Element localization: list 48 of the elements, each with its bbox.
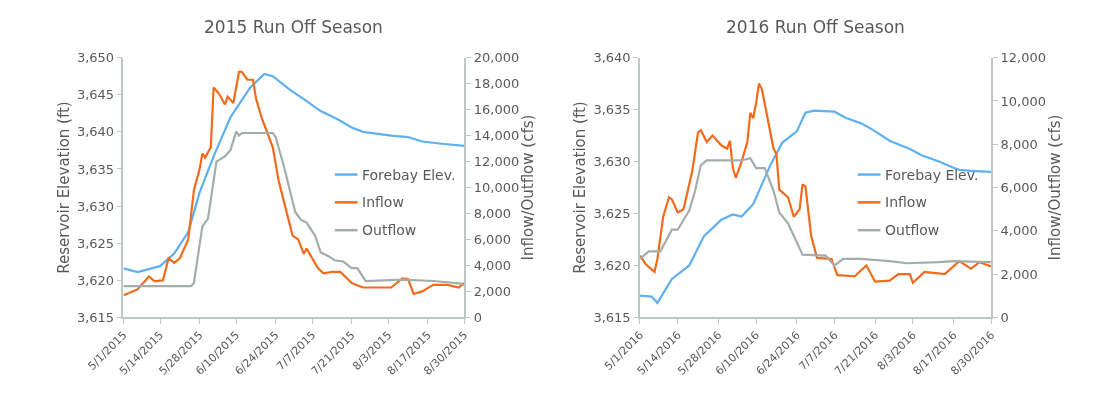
y-tick-label: 3,620 <box>76 272 115 288</box>
y-tick-label: 3,630 <box>593 154 631 170</box>
y-axis-title: Reservoir Elevation (ft) <box>571 101 590 274</box>
legend-label: Forebay Elev. <box>362 167 456 183</box>
y-tick-label: 3,640 <box>76 124 115 140</box>
y2-tick-label: 2,000 <box>473 283 511 299</box>
y2-tick-label: 10,000 <box>473 180 520 196</box>
chart-title: 2015 Run Off Season <box>204 17 383 37</box>
y2-tick-label: 8,000 <box>473 206 511 222</box>
y2-tick-label: 18,000 <box>473 76 520 92</box>
y2-axis-title: Inflow/Outflow (cfs) <box>519 114 538 261</box>
y-tick-label: 3,625 <box>76 235 115 251</box>
y2-tick-label: 0 <box>1000 309 1009 325</box>
line-series <box>639 109 992 304</box>
legend-label: Forebay Elev. <box>885 167 979 183</box>
line-series <box>123 130 465 288</box>
y-tick-label: 3,630 <box>76 198 115 214</box>
y-tick-label: 3,645 <box>76 87 115 103</box>
y-tick-label: 3,615 <box>593 309 631 325</box>
y2-tick-label: 6,000 <box>473 232 511 248</box>
line-series <box>639 82 992 284</box>
y2-tick-label: 12,000 <box>473 154 520 170</box>
legend-label: Inflow <box>362 194 404 210</box>
y2-tick-label: 6,000 <box>1000 180 1038 196</box>
y2-tick-label: 4,000 <box>1000 223 1038 239</box>
y2-tick-label: 2,000 <box>1000 266 1038 282</box>
y2-tick-label: 14,000 <box>473 128 520 144</box>
y-tick-label: 3,620 <box>593 257 631 273</box>
line-series <box>639 157 992 267</box>
legend-label: Outflow <box>362 222 417 238</box>
y2-tick-label: 8,000 <box>1000 136 1038 152</box>
y-tick-label: 3,640 <box>593 50 631 66</box>
y-tick-label: 3,650 <box>76 50 115 66</box>
y2-tick-label: 10,000 <box>1000 93 1047 109</box>
y2-tick-label: 4,000 <box>473 257 511 273</box>
y2-tick-label: 16,000 <box>473 102 520 118</box>
y2-axis-title: Inflow/Outflow (cfs) <box>1045 114 1064 261</box>
y2-tick-label: 0 <box>473 309 482 325</box>
legend-label: Inflow <box>885 194 927 210</box>
y-tick-label: 3,615 <box>76 309 115 325</box>
y2-tick-label: 20,000 <box>473 50 520 66</box>
chart-title: 2016 Run Off Season <box>726 17 905 37</box>
y-tick-label: 3,625 <box>593 206 631 222</box>
y-axis-title: Reservoir Elevation (ft) <box>54 101 73 274</box>
legend-label: Outflow <box>885 222 940 238</box>
y2-tick-label: 12,000 <box>1000 50 1047 66</box>
y-tick-label: 3,635 <box>593 102 631 118</box>
y-tick-label: 3,635 <box>76 161 115 177</box>
